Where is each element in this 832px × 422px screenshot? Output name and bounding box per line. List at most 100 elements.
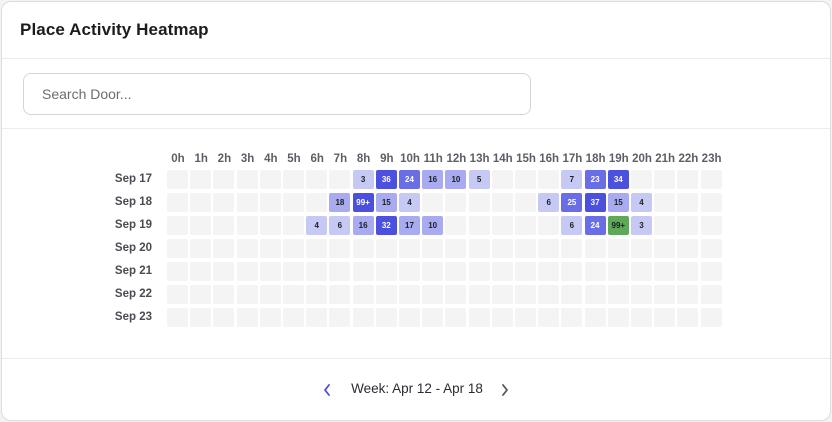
heatmap-cell[interactable]: 7 — [561, 170, 583, 189]
heatmap-cell[interactable] — [236, 170, 258, 189]
heatmap-cell[interactable] — [677, 193, 699, 212]
heatmap-cell[interactable]: 15 — [607, 193, 629, 212]
heatmap-cell[interactable] — [213, 193, 235, 212]
heatmap-cell[interactable] — [515, 170, 536, 189]
heatmap-cell[interactable] — [213, 170, 235, 189]
heatmap-cell[interactable] — [422, 239, 444, 258]
heatmap-cell[interactable] — [445, 262, 467, 281]
heatmap-cell[interactable] — [283, 308, 304, 327]
heatmap-cell[interactable] — [167, 262, 188, 281]
heatmap-cell[interactable] — [468, 285, 490, 304]
heatmap-cell[interactable] — [538, 262, 560, 281]
heatmap-cell[interactable] — [329, 308, 351, 327]
heatmap-cell[interactable] — [329, 239, 351, 258]
heatmap-cell[interactable] — [399, 285, 420, 304]
heatmap-cell[interactable] — [213, 262, 235, 281]
heatmap-cell[interactable]: 4 — [306, 216, 328, 235]
heatmap-cell[interactable] — [422, 262, 444, 281]
heatmap-cell[interactable] — [491, 262, 513, 281]
heatmap-cell[interactable] — [700, 193, 722, 212]
heatmap-cell[interactable] — [654, 216, 676, 235]
heatmap-cell[interactable] — [259, 308, 281, 327]
heatmap-cell[interactable] — [329, 285, 351, 304]
heatmap-cell[interactable] — [445, 193, 467, 212]
previous-week-button[interactable] — [318, 379, 336, 401]
heatmap-cell[interactable] — [468, 262, 490, 281]
heatmap-cell[interactable] — [561, 308, 583, 327]
heatmap-cell[interactable] — [236, 308, 258, 327]
heatmap-cell[interactable] — [167, 193, 188, 212]
heatmap-cell[interactable] — [352, 308, 374, 327]
heatmap-cell[interactable] — [352, 285, 374, 304]
heatmap-cell[interactable] — [306, 262, 328, 281]
heatmap-cell[interactable]: 10 — [422, 216, 444, 235]
heatmap-cell[interactable] — [259, 285, 281, 304]
heatmap-cell[interactable] — [399, 262, 420, 281]
heatmap-cell[interactable] — [283, 170, 304, 189]
heatmap-cell[interactable]: 32 — [375, 216, 397, 235]
heatmap-cell[interactable] — [491, 308, 513, 327]
heatmap-cell[interactable] — [584, 308, 606, 327]
heatmap-cell[interactable] — [491, 285, 513, 304]
heatmap-cell[interactable] — [213, 285, 235, 304]
heatmap-cell[interactable] — [515, 285, 536, 304]
heatmap-cell[interactable] — [654, 262, 676, 281]
heatmap-cell[interactable]: 23 — [584, 170, 606, 189]
heatmap-cell[interactable] — [538, 308, 560, 327]
heatmap-cell[interactable] — [631, 262, 652, 281]
heatmap-cell[interactable]: 37 — [584, 193, 606, 212]
heatmap-cell[interactable] — [213, 239, 235, 258]
heatmap-cell[interactable] — [515, 193, 536, 212]
heatmap-cell[interactable] — [352, 239, 374, 258]
heatmap-cell[interactable] — [445, 285, 467, 304]
heatmap-cell[interactable] — [283, 285, 304, 304]
heatmap-cell[interactable] — [167, 216, 188, 235]
heatmap-cell[interactable]: 25 — [561, 193, 583, 212]
heatmap-cell[interactable] — [677, 285, 699, 304]
heatmap-cell[interactable]: 18 — [329, 193, 351, 212]
heatmap-cell[interactable] — [584, 262, 606, 281]
heatmap-cell[interactable] — [607, 239, 629, 258]
heatmap-cell[interactable] — [190, 193, 212, 212]
heatmap-cell[interactable] — [167, 308, 188, 327]
heatmap-cell[interactable] — [213, 308, 235, 327]
heatmap-cell[interactable] — [491, 193, 513, 212]
heatmap-cell[interactable] — [399, 308, 420, 327]
heatmap-cell[interactable] — [584, 285, 606, 304]
heatmap-cell[interactable] — [631, 285, 652, 304]
heatmap-cell[interactable] — [677, 262, 699, 281]
heatmap-cell[interactable] — [654, 308, 676, 327]
heatmap-cell[interactable] — [283, 262, 304, 281]
heatmap-cell[interactable] — [167, 285, 188, 304]
heatmap-cell[interactable] — [283, 216, 304, 235]
heatmap-cell[interactable] — [352, 262, 374, 281]
heatmap-cell[interactable] — [468, 193, 490, 212]
heatmap-cell[interactable] — [306, 239, 328, 258]
heatmap-cell[interactable] — [259, 193, 281, 212]
heatmap-cell[interactable]: 99+ — [352, 193, 374, 212]
heatmap-cell[interactable]: 6 — [538, 193, 560, 212]
heatmap-cell[interactable] — [700, 170, 722, 189]
heatmap-cell[interactable] — [375, 262, 397, 281]
heatmap-cell[interactable] — [236, 285, 258, 304]
heatmap-cell[interactable] — [631, 239, 652, 258]
heatmap-cell[interactable] — [631, 308, 652, 327]
heatmap-cell[interactable] — [399, 239, 420, 258]
heatmap-cell[interactable] — [654, 239, 676, 258]
heatmap-cell[interactable] — [445, 308, 467, 327]
heatmap-cell[interactable] — [700, 308, 722, 327]
heatmap-cell[interactable] — [445, 239, 467, 258]
heatmap-cell[interactable] — [259, 239, 281, 258]
heatmap-cell[interactable] — [515, 216, 536, 235]
heatmap-cell[interactable] — [306, 285, 328, 304]
heatmap-cell[interactable] — [468, 308, 490, 327]
heatmap-cell[interactable] — [259, 216, 281, 235]
heatmap-cell[interactable] — [259, 170, 281, 189]
heatmap-cell[interactable] — [236, 216, 258, 235]
heatmap-cell[interactable] — [468, 216, 490, 235]
heatmap-cell[interactable]: 24 — [584, 216, 606, 235]
heatmap-cell[interactable] — [561, 262, 583, 281]
heatmap-cell[interactable] — [515, 239, 536, 258]
heatmap-cell[interactable]: 17 — [399, 216, 420, 235]
heatmap-cell[interactable]: 16 — [352, 216, 374, 235]
